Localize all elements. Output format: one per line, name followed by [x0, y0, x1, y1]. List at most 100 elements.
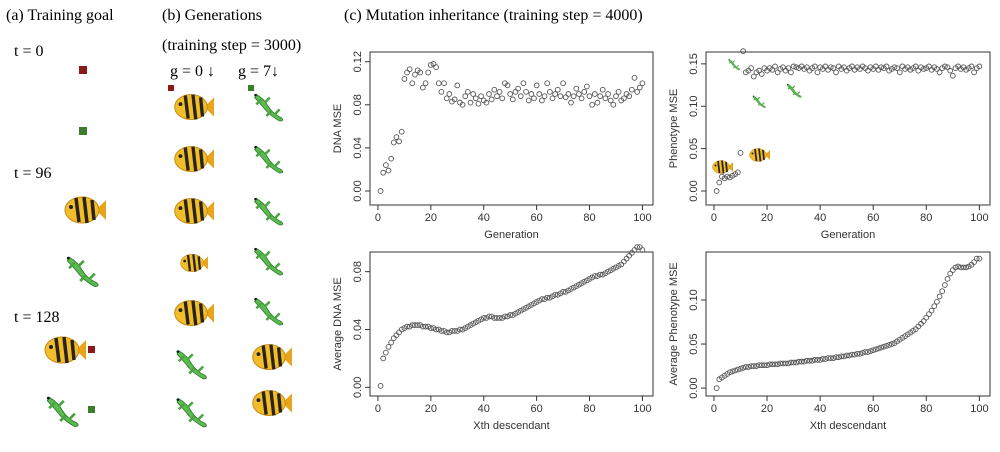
data-point [552, 291, 558, 298]
data-point [377, 383, 384, 389]
data-point [388, 339, 395, 346]
data-point [785, 360, 792, 367]
fish-image [63, 195, 106, 225]
data-point [475, 100, 482, 107]
data-point [584, 83, 590, 90]
lizard-image [253, 296, 284, 327]
data-point [944, 276, 951, 282]
data-point [435, 80, 442, 87]
data-point [544, 294, 551, 301]
data-point [472, 95, 479, 102]
data-point [737, 150, 744, 156]
data-point [576, 91, 582, 97]
data-point [857, 350, 863, 357]
data-point [631, 75, 638, 81]
y-tick-label: 0.00 [688, 180, 700, 201]
seed-cell [79, 127, 87, 135]
fish-image [172, 196, 214, 226]
data-point [920, 318, 927, 324]
data-point [409, 322, 416, 329]
data-point [968, 63, 975, 70]
data-point [462, 93, 469, 100]
data-point [883, 63, 890, 70]
data-point [790, 63, 797, 70]
data-point [404, 69, 410, 76]
data-point [788, 69, 794, 76]
data-point [976, 63, 983, 70]
data-point [599, 86, 606, 93]
fish-image [179, 252, 208, 274]
lizard-image [175, 397, 208, 429]
data-point [496, 315, 503, 321]
data-point [483, 99, 490, 106]
data-point [377, 188, 384, 194]
x-tick-label: 40 [478, 212, 490, 224]
data-point [809, 357, 816, 364]
x-tick-label: 100 [970, 403, 988, 415]
data-point [388, 155, 395, 162]
data-point [769, 361, 776, 368]
y-tick-label: 0.04 [352, 137, 364, 158]
data-point [859, 349, 866, 356]
data-point [385, 343, 392, 350]
data-point [607, 97, 614, 104]
data-point [554, 86, 561, 93]
data-point [628, 250, 635, 256]
data-point [854, 350, 861, 357]
data-point [748, 363, 754, 369]
data-point [934, 298, 940, 305]
data-point [385, 167, 392, 174]
data-point [499, 95, 506, 102]
data-point [735, 366, 741, 373]
data-point [634, 244, 640, 250]
data-point [441, 80, 447, 87]
data-point [727, 369, 733, 376]
generation-grid [168, 85, 292, 429]
data-point [814, 69, 821, 76]
fish-image [172, 92, 214, 122]
data-point [936, 69, 943, 76]
data-point [454, 82, 461, 89]
data-point [480, 315, 487, 321]
data-point [427, 325, 434, 331]
data-point [835, 354, 842, 361]
data-point [947, 270, 954, 277]
data-point [639, 247, 646, 253]
data-point [952, 264, 959, 271]
data-point [560, 289, 566, 295]
data-point [438, 328, 445, 334]
data-point [420, 323, 426, 330]
seed-cell [88, 406, 95, 413]
data-point [894, 65, 900, 71]
thumbnail [752, 95, 767, 109]
data-point [849, 351, 855, 358]
data-point [393, 332, 400, 339]
data-point [833, 354, 839, 361]
data-point [422, 80, 429, 87]
data-point [433, 326, 439, 333]
fish-image [172, 298, 214, 328]
data-point [544, 80, 551, 87]
x-tick-label: 0 [711, 403, 717, 415]
data-point [446, 91, 453, 97]
data-point [570, 93, 577, 100]
data-point [451, 328, 458, 334]
data-point [628, 86, 635, 93]
lizard-image [45, 395, 80, 428]
data-point [713, 188, 720, 194]
data-point [780, 360, 786, 367]
x-tick-label: 0 [711, 212, 717, 224]
data-point [830, 355, 837, 361]
data-point [851, 351, 858, 358]
data-point [380, 169, 387, 176]
x-tick-label: 20 [761, 212, 773, 224]
seed-cell [248, 85, 254, 91]
x-tick-label: 40 [814, 403, 826, 415]
x-axis-label: Xth descendant [810, 420, 886, 432]
data-point [560, 80, 566, 87]
data-point [380, 355, 387, 362]
data-point [528, 91, 535, 97]
data-point [942, 63, 948, 70]
data-point [636, 84, 643, 91]
